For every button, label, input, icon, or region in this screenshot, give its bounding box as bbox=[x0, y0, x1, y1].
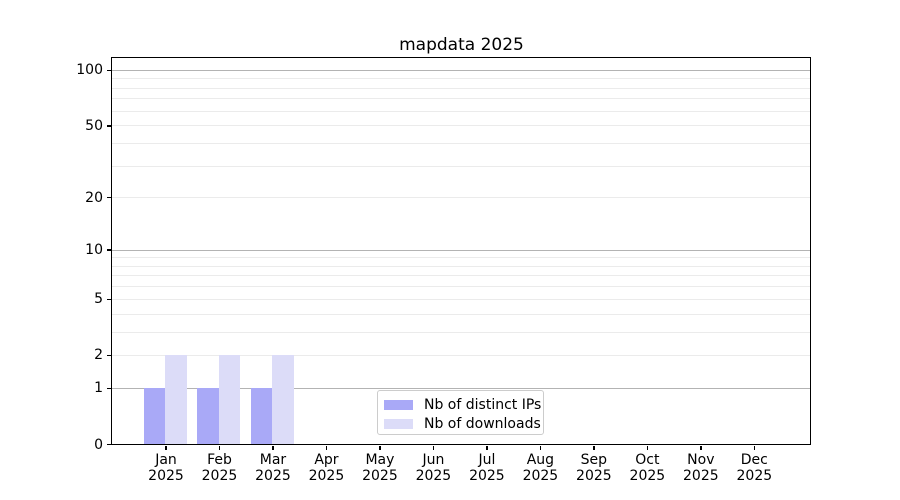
x-tick bbox=[432, 446, 435, 450]
x-tick-label-mar: Mar 2025 bbox=[255, 452, 291, 484]
x-tick-label-sep: Sep 2025 bbox=[576, 452, 612, 484]
x-tick-label-dec: Dec 2025 bbox=[736, 452, 773, 484]
gridline-major bbox=[112, 249, 810, 251]
x-tick-label-jun: Jun 2025 bbox=[415, 452, 452, 484]
y-tick bbox=[107, 443, 111, 446]
y-tick-label: 1 bbox=[94, 380, 103, 397]
gridline-minor bbox=[112, 165, 810, 167]
y-tick bbox=[107, 249, 111, 251]
x-tick bbox=[593, 446, 595, 450]
legend-label-downloads: Nb of downloads bbox=[424, 415, 541, 432]
x-tick-label-oct: Oct 2025 bbox=[629, 452, 666, 484]
y-tick bbox=[107, 196, 111, 199]
y-tick-label: 20 bbox=[85, 189, 103, 206]
bar-distinct-ips-feb bbox=[197, 387, 219, 444]
gridline-minor bbox=[112, 275, 810, 277]
gridline-minor bbox=[112, 142, 810, 144]
gridline-minor bbox=[112, 354, 810, 356]
gridline-major bbox=[112, 387, 810, 389]
legend: Nb of distinct IPs Nb of downloads bbox=[377, 390, 544, 435]
legend-item-distinct-ips: Nb of distinct IPs bbox=[384, 395, 543, 414]
legend-label-distinct-ips: Nb of distinct IPs bbox=[424, 396, 542, 413]
gridline-minor bbox=[112, 331, 810, 333]
y-tick bbox=[107, 125, 111, 127]
bar-downloads-jan bbox=[165, 354, 187, 444]
y-tick-label: 2 bbox=[94, 347, 103, 364]
gridline-minor bbox=[112, 286, 810, 288]
x-tick bbox=[325, 446, 328, 450]
gridline-minor bbox=[112, 125, 810, 127]
x-tick-label-aug: Aug 2025 bbox=[522, 452, 559, 484]
chart-title: mapdata 2025 bbox=[399, 35, 524, 55]
y-tick-label: 50 bbox=[85, 117, 103, 134]
x-tick-label-may: May 2025 bbox=[362, 452, 398, 484]
y-tick-label: 5 bbox=[94, 291, 103, 308]
gridline-minor bbox=[112, 87, 810, 89]
gridline-minor bbox=[112, 257, 810, 259]
y-tick bbox=[107, 387, 111, 390]
x-tick bbox=[379, 446, 381, 450]
bar-distinct-ips-jan bbox=[143, 387, 166, 444]
gridline-minor bbox=[112, 265, 810, 267]
gridline-minor bbox=[112, 78, 810, 80]
x-tick bbox=[486, 446, 488, 450]
y-tick bbox=[107, 69, 111, 72]
y-tick-label: 0 bbox=[94, 436, 103, 453]
x-tick bbox=[218, 446, 221, 450]
bar-downloads-mar bbox=[272, 354, 294, 444]
x-tick-label-apr: Apr 2025 bbox=[308, 452, 345, 484]
bar-downloads-feb bbox=[218, 354, 241, 444]
x-tick-label-jul: Jul 2025 bbox=[469, 452, 505, 484]
legend-item-downloads: Nb of downloads bbox=[384, 414, 543, 433]
x-tick-label-jan: Jan 2025 bbox=[148, 452, 184, 484]
gridline-major bbox=[112, 69, 810, 71]
gridline-minor bbox=[112, 298, 810, 300]
bar-distinct-ips-mar bbox=[250, 387, 273, 444]
gridline-minor bbox=[112, 197, 810, 199]
plot-area: Nb of distinct IPs Nb of downloads bbox=[111, 57, 811, 445]
y-tick-label: 100 bbox=[76, 62, 103, 79]
x-tick bbox=[165, 446, 167, 450]
y-tick bbox=[107, 354, 111, 357]
gridline-minor bbox=[112, 110, 810, 112]
x-tick bbox=[539, 446, 542, 450]
gridline-minor bbox=[112, 313, 810, 315]
x-tick-label-nov: Nov 2025 bbox=[683, 452, 719, 484]
x-tick bbox=[700, 446, 702, 450]
x-tick bbox=[646, 446, 649, 450]
legend-swatch-distinct-ips bbox=[384, 399, 413, 410]
gridline-minor bbox=[112, 98, 810, 100]
y-tick bbox=[107, 298, 111, 301]
x-tick bbox=[272, 446, 274, 450]
y-tick-label: 10 bbox=[85, 242, 103, 259]
x-tick bbox=[753, 446, 756, 450]
x-tick-label-feb: Feb 2025 bbox=[201, 452, 238, 484]
legend-swatch-downloads bbox=[384, 418, 413, 429]
